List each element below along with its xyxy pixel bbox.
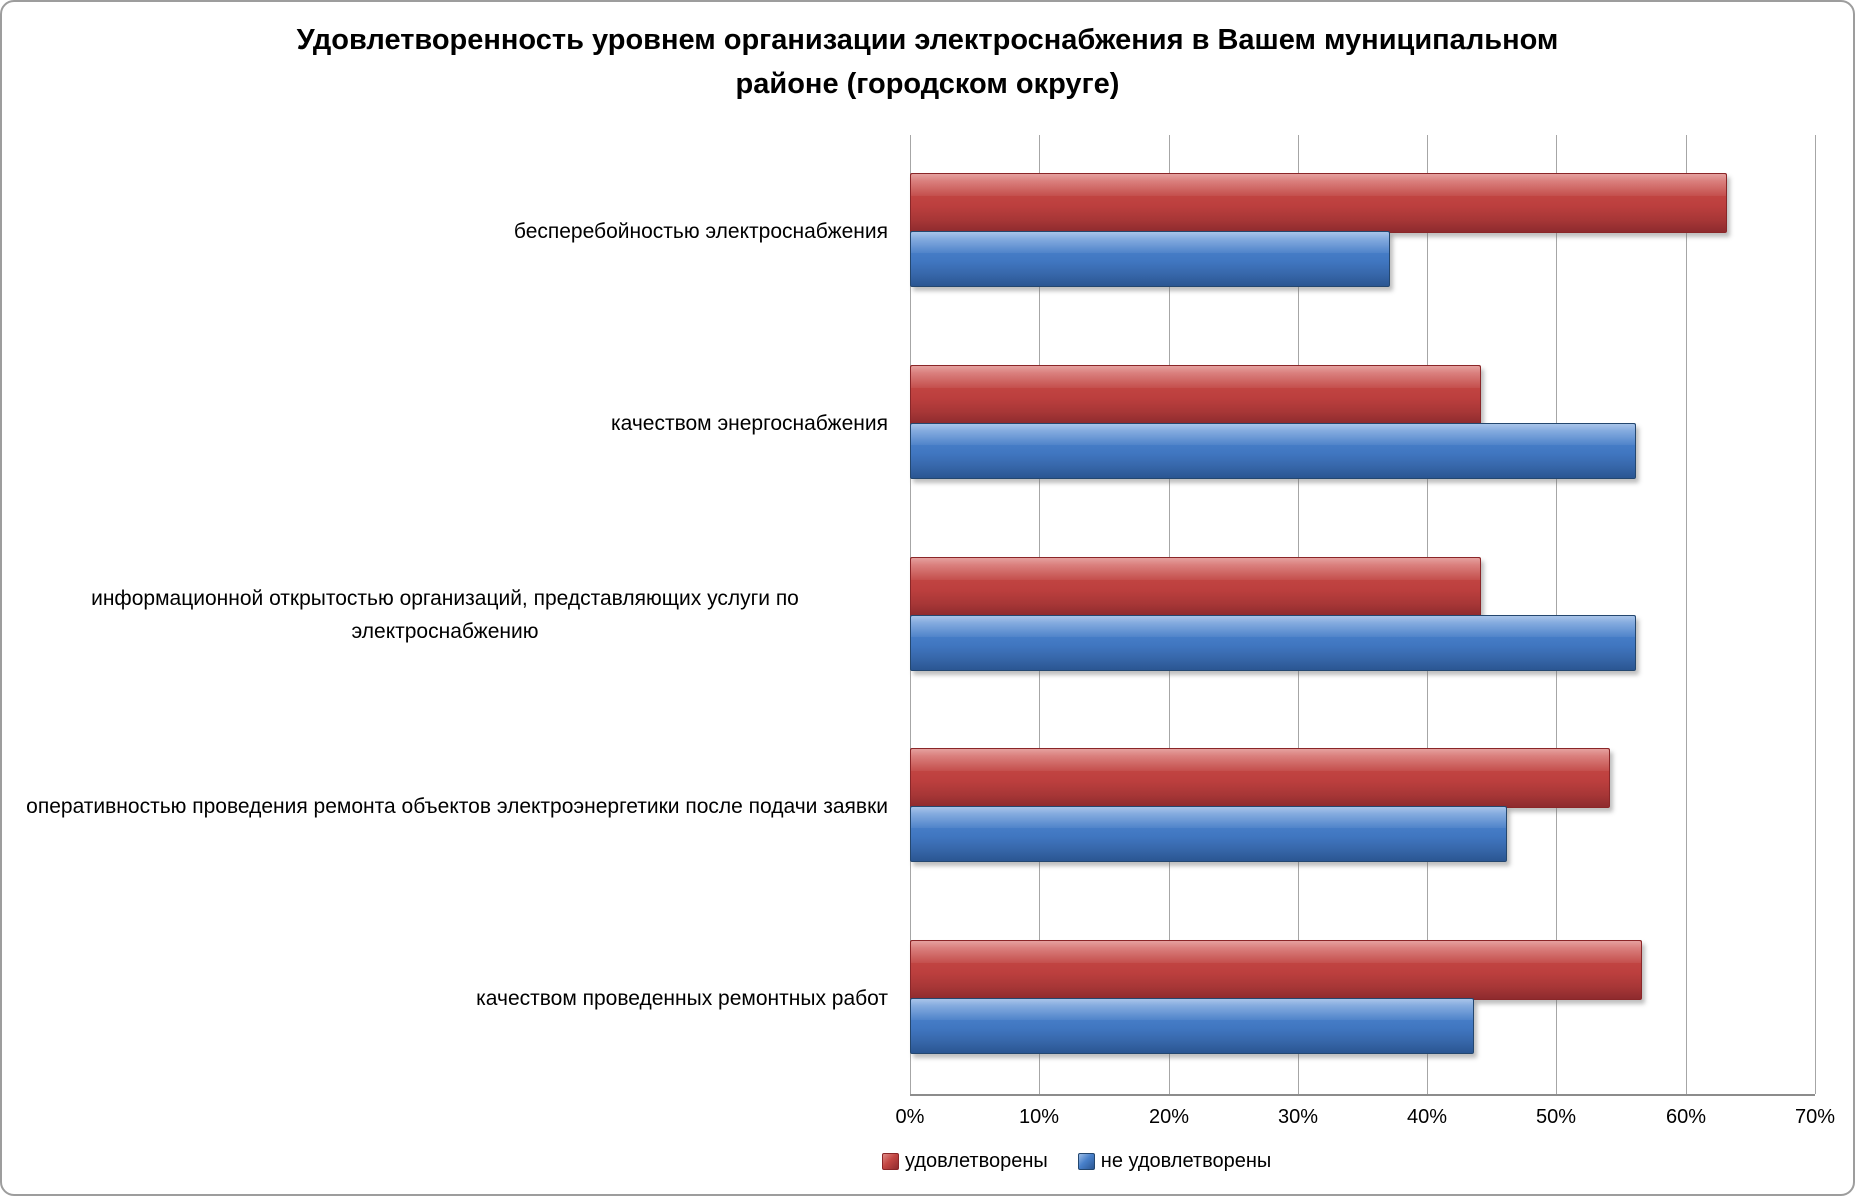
bar-gloss [911,174,1726,197]
bar-satisfied-3 [910,748,1610,808]
category-label: качеством энергоснабжения [2,327,900,519]
legend-marker-icon [1077,1153,1095,1170]
bar-gloss [911,749,1609,772]
x-tick-label: 50% [1535,1106,1577,1128]
x-tick-label: 0% [895,1106,925,1128]
x-tick-label: 10% [1018,1106,1060,1128]
bar-unsatisfied-4 [910,998,1474,1054]
bar-satisfied-0 [910,173,1727,233]
legend-item-satisfied: удовлетворены [882,1150,1048,1173]
category-axis-labels: бесперебойностью электроснабжения качеств… [2,135,900,1094]
gridline [1686,135,1687,1094]
plot-area [910,135,1816,1096]
category-label: качеством проведенных ремонтных работ [2,902,900,1094]
category-label-text: качеством энергоснабжения [610,411,888,435]
x-tick-label: 40% [1406,1106,1448,1128]
chart-title-text: Удовлетворенность уровнем организации эл… [296,24,1559,100]
bar-unsatisfied-2 [910,615,1636,671]
bar-gloss [911,232,1389,253]
bar-gloss [911,941,1641,964]
legend: удовлетворены не удовлетворены [882,1150,1271,1173]
bar-unsatisfied-1 [910,423,1636,479]
category-label-text: оперативностью проведения ремонта объект… [26,794,888,818]
bar-unsatisfied-0 [910,231,1390,287]
category-label: информационной открытостью организаций, … [2,519,900,711]
x-tick-label: 30% [1277,1106,1319,1128]
legend-label: не удовлетворены [1100,1150,1272,1172]
bar-gloss [911,807,1506,828]
category-label: бесперебойностью электроснабжения [2,135,900,327]
bar-gloss [911,999,1473,1020]
bar-satisfied-2 [910,557,1481,617]
bar-gloss [911,616,1635,637]
x-tick-label: 60% [1665,1106,1707,1128]
legend-marker-icon [882,1153,899,1170]
x-tick-label: 70% [1794,1106,1836,1128]
legend-label: удовлетворены [905,1150,1048,1172]
bar-gloss [911,424,1635,445]
category-label: оперативностью проведения ремонта объект… [2,710,900,902]
x-tick-label: 20% [1148,1106,1190,1128]
chart-title: Удовлетворенность уровнем организации эл… [2,18,1853,106]
bar-unsatisfied-3 [910,806,1507,862]
gridline [1556,135,1557,1094]
gridline [1815,135,1816,1094]
bar-satisfied-1 [910,365,1481,425]
bar-gloss [911,366,1480,389]
category-label-text: информационной открытостью организаций, … [91,587,799,643]
category-label-text: бесперебойностью электроснабжения [513,219,888,243]
bar-gloss [911,558,1480,581]
category-label-text: качеством проведенных ремонтных работ [476,986,888,1010]
legend-item-unsatisfied: не удовлетворены [1077,1150,1272,1173]
bar-satisfied-4 [910,940,1642,1000]
